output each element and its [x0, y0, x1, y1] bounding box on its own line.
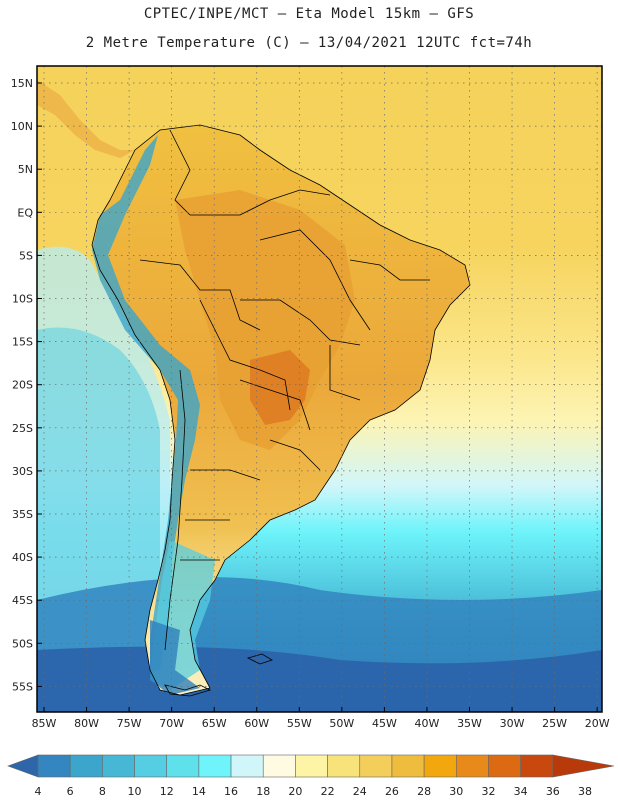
border-chile-argentina	[164, 369, 186, 651]
colorbar-label: 6	[67, 785, 74, 798]
colorbar-label: 20	[288, 785, 302, 798]
lat-label: 15S	[12, 336, 33, 349]
border-brazil-states-2	[240, 299, 361, 346]
lon-label: 80W	[74, 717, 99, 730]
colorbar-label: 10	[128, 785, 142, 798]
colorbar-label: 28	[417, 785, 431, 798]
lat-label: 30S	[12, 465, 33, 478]
lon-label: 50W	[329, 717, 354, 730]
colorbar-swatch	[359, 754, 393, 778]
lon-label: 35W	[457, 717, 482, 730]
colorbar-label: 22	[321, 785, 335, 798]
lat-label: 55S	[12, 680, 33, 693]
lon-label: 85W	[32, 717, 57, 730]
lon-label: 25W	[542, 717, 567, 730]
colorbar-max-arrow	[552, 754, 615, 778]
border-colombia-venezuela	[169, 129, 191, 216]
lon-label: 60W	[244, 717, 269, 730]
border-paraguay	[239, 379, 311, 431]
colorbar-label: 18	[256, 785, 270, 798]
lat-label: EQ	[17, 206, 33, 219]
colorbar-swatch	[262, 754, 296, 778]
title-line-2: 2 Metre Temperature (C) – 13/04/2021 12U…	[85, 35, 533, 51]
colorbar-swatch	[37, 754, 71, 778]
colorbar-label: 34	[514, 785, 528, 798]
colorbar-swatch	[198, 754, 232, 778]
colorbar-swatch	[166, 754, 200, 778]
lat-label: 40S	[12, 551, 33, 564]
lat-label: 15N	[11, 77, 33, 90]
colorbar-swatch	[69, 754, 103, 778]
lat-label: 10S	[12, 293, 33, 306]
lon-label: 40W	[415, 717, 440, 730]
colorbar-swatch	[327, 754, 361, 778]
colorbar-min-arrow	[7, 754, 39, 778]
hot-interior	[175, 190, 355, 450]
colorbar-label: 24	[353, 785, 367, 798]
lon-label: 20W	[585, 717, 610, 730]
border-peru-brazil	[139, 259, 261, 331]
map-area	[37, 66, 602, 712]
latitude-axis: 15N 10N 5N EQ 5S 10S 15S 20S 25S 30S 35S 40S 45S 50S 5…	[11, 77, 42, 693]
colorbar-label: 26	[385, 785, 399, 798]
central-america-land	[37, 80, 135, 158]
lon-label: 45W	[372, 717, 397, 730]
map-frame	[36, 65, 603, 713]
title-line-1: CPTEC/INPE/MCT – Eta Model 15km – GFS	[143, 6, 475, 22]
lon-label: 65W	[202, 717, 227, 730]
colorbar-label: 12	[160, 785, 174, 798]
border-argentina-provinces	[180, 469, 261, 561]
colorbar: 4 6 8 10 12 14 16 18 20 22 24 26 28 30 32 34 36 38	[7, 754, 615, 798]
colorbar-label: 4	[35, 785, 42, 798]
lat-label: 20S	[12, 379, 33, 392]
hottest-core	[250, 350, 310, 425]
border-argentina-uruguay	[269, 439, 321, 471]
colorbar-swatch	[455, 754, 489, 778]
colorbar-swatch	[134, 754, 168, 778]
lat-label: 35S	[12, 508, 33, 521]
colorbar-swatch	[230, 754, 264, 778]
lat-label: 25S	[12, 422, 33, 435]
lat-label: 5S	[19, 249, 33, 262]
colorbar-swatch	[423, 754, 457, 778]
colorbar-label: 16	[224, 785, 238, 798]
colorbar-label: 14	[192, 785, 206, 798]
lon-label: 55W	[287, 717, 312, 730]
lat-label: 45S	[12, 594, 33, 607]
colorbar-swatch	[102, 754, 135, 778]
border-brazil-north	[190, 189, 331, 216]
andes-ridge	[92, 135, 200, 672]
lon-label: 70W	[159, 717, 184, 730]
colorbar-swatch	[295, 754, 328, 778]
colorbar-label: 36	[546, 785, 560, 798]
colorbar-swatch	[391, 754, 425, 778]
coastline	[91, 124, 471, 696]
border-brazil-states-1	[259, 229, 371, 331]
lat-label: 10N	[11, 120, 33, 133]
longitude-axis: 85W 80W 75W 70W 65W 60W 55W 50W 45W 40W 35W 30W 25W 2…	[32, 707, 610, 730]
graticule	[37, 66, 602, 712]
colorbar-label: 8	[99, 785, 106, 798]
colorbar-swatch	[520, 754, 554, 778]
lon-label: 30W	[500, 717, 525, 730]
colorbar-label: 30	[449, 785, 463, 798]
border-brazil-states-4	[349, 259, 430, 281]
lat-label: 50S	[12, 637, 33, 650]
colorbar-swatch	[488, 754, 521, 778]
colorbar-label: 38	[578, 785, 592, 798]
tierra-del-fuego	[164, 684, 212, 697]
patagonia-cold	[150, 620, 200, 695]
lat-label: 5N	[18, 163, 33, 176]
colorbar-label: 32	[481, 785, 495, 798]
lon-label: 75W	[117, 717, 142, 730]
border-bolivia	[199, 299, 291, 411]
border-brazil-states-3	[329, 345, 361, 401]
country-borders	[91, 124, 471, 697]
falkland-islands	[246, 653, 273, 665]
